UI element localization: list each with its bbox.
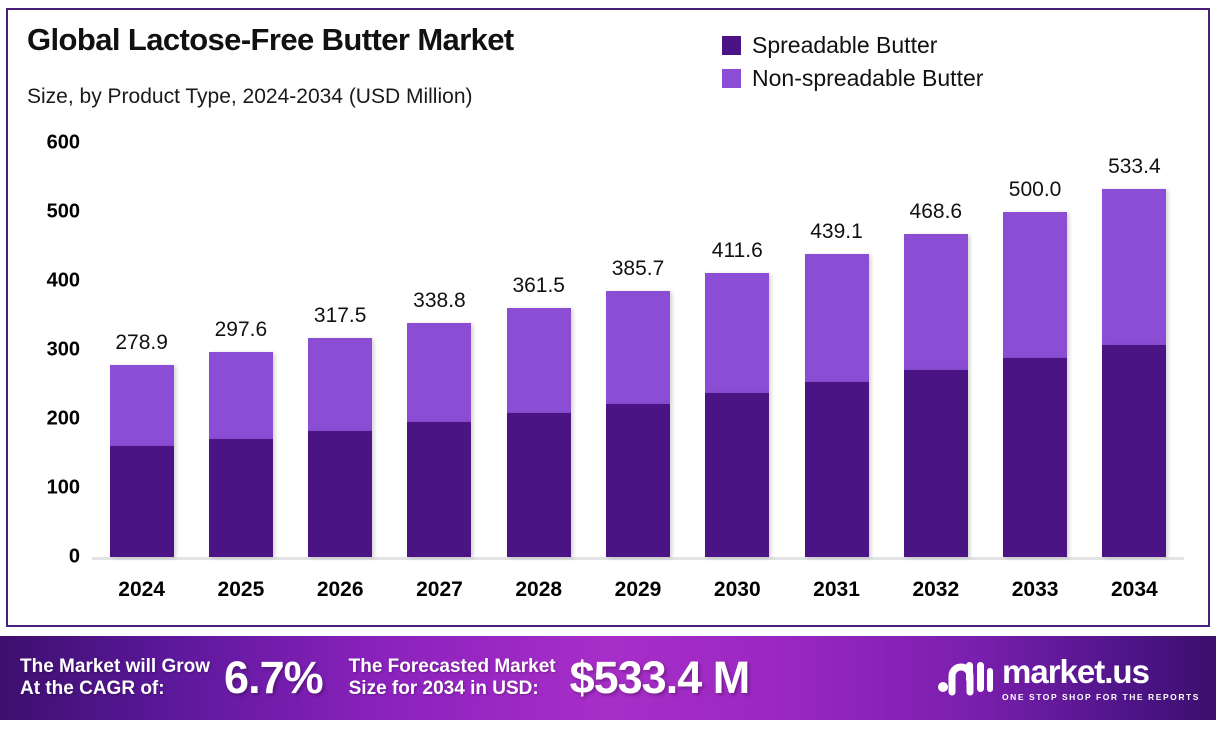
legend-item-non-spreadable[interactable]: Non-spreadable Butter: [722, 62, 983, 95]
bar-value-label: 317.5: [313, 303, 367, 327]
x-axis-line: [92, 557, 1184, 560]
bar-value-label: 338.8: [413, 289, 466, 313]
y-axis-tick: 600: [46, 131, 80, 154]
bar-stack[interactable]: [109, 364, 174, 557]
bar-value-label: 361.5: [512, 273, 565, 297]
x-axis-tick: 2032: [912, 578, 960, 601]
bar-segment-spreadable[interactable]: [109, 446, 174, 557]
bar-segment-spreadable[interactable]: [705, 393, 770, 557]
bar-value-label: 297.6: [214, 317, 268, 341]
bar-value-label: 411.6: [711, 238, 763, 262]
bar-segment-non-spreadable[interactable]: [903, 233, 968, 371]
bar-stack[interactable]: [407, 323, 472, 557]
bar-segment-spreadable[interactable]: [1102, 344, 1167, 557]
x-axis-tick: 2026: [316, 578, 364, 601]
bar-segment-spreadable[interactable]: [1003, 357, 1068, 557]
logo-wordmark: market.us: [1002, 652, 1150, 690]
y-axis-tick: 400: [46, 269, 80, 292]
bar-segment-non-spreadable[interactable]: [1003, 212, 1068, 358]
legend-label-spreadable: Spreadable Butter: [752, 32, 938, 58]
x-axis-tick: 2024: [118, 578, 165, 601]
bar-segment-non-spreadable[interactable]: [208, 351, 273, 439]
x-axis-tick: 2025: [217, 578, 265, 601]
plot-area: 0 100 200 300 400 500 600 278.9 2024 297.6 2025 317…: [46, 131, 1184, 601]
bar-segment-spreadable[interactable]: [308, 430, 373, 557]
page-title: Global Lactose-Free Butter Market: [27, 22, 514, 57]
bar-segment-non-spreadable[interactable]: [804, 254, 869, 383]
market-us-logo-mark-icon: [937, 656, 994, 701]
bar-value-label: 533.4: [1108, 154, 1161, 178]
forecast-block: The Forecasted Market Size for 2034 in U…: [349, 652, 751, 704]
logo-tagline: ONE STOP SHOP FOR THE REPORTS: [1002, 691, 1200, 702]
bar-value-label: 278.9: [115, 330, 168, 354]
cagr-caption-line2: At the CAGR of:: [20, 678, 165, 699]
bar-stack[interactable]: [903, 233, 968, 557]
bar-segment-non-spreadable[interactable]: [705, 272, 770, 394]
bar-segment-spreadable[interactable]: [804, 382, 869, 557]
bar-stack[interactable]: [705, 272, 770, 557]
bar-segment-non-spreadable[interactable]: [606, 290, 670, 404]
cagr-caption-line1: The Market will Grow: [20, 655, 211, 677]
legend-label-non-spreadable: Non-spreadable Butter: [752, 65, 984, 91]
bar-segment-non-spreadable[interactable]: [308, 337, 373, 431]
bar-value-label: 439.1: [810, 220, 863, 244]
page-subtitle: Size, by Product Type, 2024-2034 (USD Mi…: [27, 85, 473, 108]
cagr-caption: The Market will Grow At the CAGR of:: [20, 656, 210, 701]
x-axis-tick: 2028: [515, 578, 563, 601]
bar-stack[interactable]: [1102, 188, 1167, 557]
bar-segment-non-spreadable[interactable]: [407, 323, 472, 423]
bar-segment-spreadable[interactable]: [208, 438, 273, 557]
chart-legend: Spreadable Butter Non-spreadable Butter: [722, 29, 983, 95]
bar-segment-non-spreadable[interactable]: [506, 307, 571, 414]
x-axis-tick: 2034: [1111, 578, 1158, 601]
bar-stack[interactable]: [606, 290, 670, 557]
bar-value-label: 500.0: [1008, 178, 1062, 201]
legend-swatch-non-spreadable: [722, 69, 741, 88]
bar-value-label: 385.7: [611, 256, 665, 280]
bar-segment-non-spreadable[interactable]: [1102, 188, 1167, 345]
x-axis-tick: 2029: [614, 578, 662, 601]
x-axis-tick: 2033: [1011, 578, 1059, 601]
x-axis-tick: 2031: [813, 578, 860, 601]
bar-segment-non-spreadable[interactable]: [109, 364, 174, 447]
market-us-logo[interactable]: market.us ONE STOP SHOP FOR THE REPORTS: [937, 655, 1200, 702]
bar-segment-spreadable[interactable]: [506, 413, 571, 557]
market-us-logo-text: market.us ONE STOP SHOP FOR THE REPORTS: [1002, 655, 1200, 702]
bar-stack[interactable]: [506, 307, 571, 557]
x-axis-tick: 2027: [416, 578, 463, 601]
summary-banner: The Market will Grow At the CAGR of: 6.7…: [0, 636, 1216, 720]
bar-stack[interactable]: [1003, 212, 1068, 557]
y-axis-tick: 200: [46, 407, 80, 430]
bar-stack[interactable]: [208, 351, 273, 557]
x-axis-tick: 2030: [713, 578, 761, 601]
forecast-value: $533.4 M: [569, 652, 751, 703]
cagr-value: 6.7%: [224, 652, 324, 703]
bar-stack[interactable]: [308, 337, 373, 557]
bar-stack[interactable]: [804, 254, 869, 557]
forecast-caption: The Forecasted Market Size for 2034 in U…: [349, 656, 556, 701]
bar-segment-spreadable[interactable]: [903, 370, 968, 557]
legend-item-spreadable[interactable]: Spreadable Butter: [722, 29, 983, 62]
bar-value-label: 468.6: [909, 199, 963, 223]
y-axis-tick: 0: [68, 545, 80, 568]
bar-segment-spreadable[interactable]: [407, 422, 472, 557]
bar-segment-spreadable[interactable]: [606, 403, 670, 557]
legend-swatch-spreadable: [722, 36, 741, 55]
forecast-caption-line1: The Forecasted Market: [348, 655, 556, 677]
y-axis-tick: 300: [46, 338, 80, 361]
y-axis-tick: 100: [46, 476, 80, 499]
y-axis-tick: 500: [46, 200, 80, 223]
forecast-caption-line2: Size for 2034 in USD:: [348, 678, 539, 699]
cagr-block: The Market will Grow At the CAGR of: 6.7…: [20, 652, 324, 704]
